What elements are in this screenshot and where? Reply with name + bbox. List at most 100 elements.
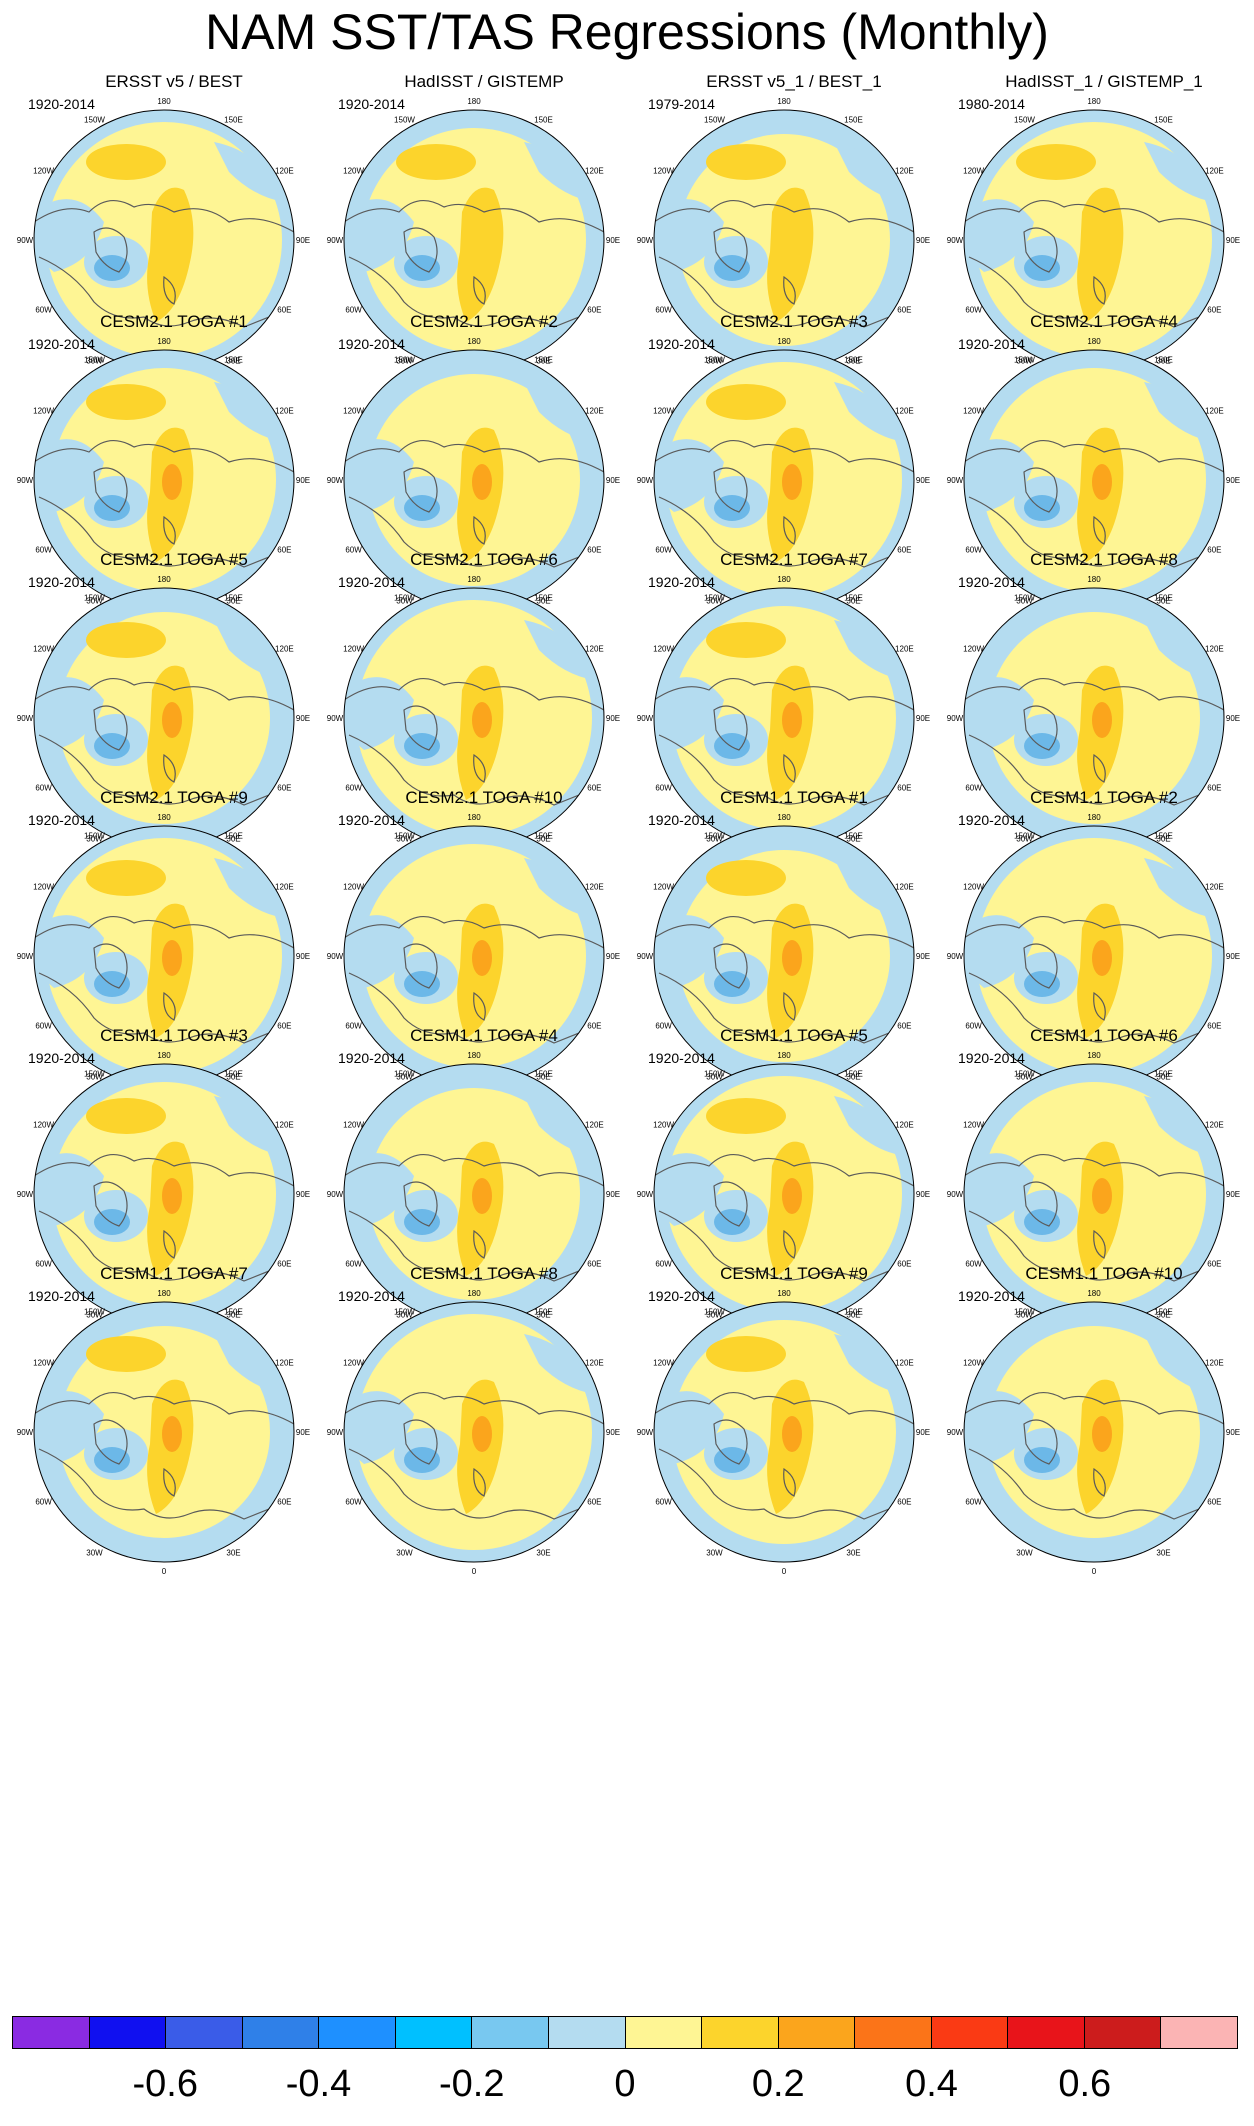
panel-title: CESM1.1 TOGA #1 — [720, 788, 868, 807]
longitude-label: 120W — [343, 407, 364, 416]
longitude-label: 150W — [1014, 832, 1035, 841]
colorbar-swatch — [625, 2017, 703, 2048]
longitude-label: 90W — [947, 714, 964, 723]
longitude-label: 90W — [947, 1428, 964, 1437]
longitude-label: 90W — [637, 476, 654, 485]
coastline — [964, 440, 1224, 473]
longitude-label: 150E — [224, 356, 243, 365]
longitude-label: 150E — [1154, 356, 1173, 365]
longitude-label: 60W — [655, 1498, 672, 1507]
longitude-label: 150E — [844, 832, 863, 841]
longitude-label: 30W — [1016, 1072, 1033, 1081]
longitude-label: 90E — [296, 476, 310, 485]
field-pos-eurasia-core — [782, 702, 802, 738]
panel-title: HadISST_1 / GISTEMP_1 — [1005, 72, 1203, 91]
longitude-label: 30W — [396, 596, 413, 605]
field-pos-eurasia — [147, 187, 194, 322]
field-pos-eurasia-core — [782, 1416, 802, 1452]
longitude-label: 120E — [1205, 407, 1224, 416]
field-neg-lobe — [524, 1334, 594, 1394]
panel-years: 1920-2014 — [338, 812, 405, 828]
longitude-label: 120W — [963, 1121, 984, 1130]
longitude-label: 150E — [1154, 594, 1173, 603]
longitude-label: 60W — [965, 784, 982, 793]
longitude-label: 120E — [1205, 645, 1224, 654]
longitude-label: 120W — [33, 883, 54, 892]
coastline — [403, 227, 438, 273]
longitude-label: 60W — [35, 784, 52, 793]
longitude-label: 60E — [1207, 546, 1221, 555]
longitude-label: 90W — [637, 952, 654, 961]
coastline — [34, 916, 294, 949]
map-field — [654, 588, 914, 848]
longitude-label: 60W — [345, 1260, 362, 1269]
coastline — [658, 256, 914, 328]
longitude-label: 180 — [777, 575, 791, 584]
colorbar-swatch — [778, 2017, 856, 2048]
longitude-label: 150W — [394, 1070, 415, 1079]
longitude-label: 90E — [1226, 714, 1240, 723]
longitude-label: 150W — [84, 116, 105, 125]
panel-title: CESM1.1 TOGA #10 — [1025, 1264, 1183, 1283]
longitude-label: 120W — [653, 1359, 674, 1368]
longitude-label: 120E — [585, 883, 604, 892]
colorbar-swatch — [319, 2017, 396, 2048]
longitude-label: 150E — [1154, 116, 1173, 125]
field-neg-canada-core — [1024, 255, 1060, 281]
field-neg-lobe — [1144, 142, 1214, 202]
field-pos-pacific — [86, 144, 166, 180]
longitude-label: 120W — [33, 1121, 54, 1130]
panel-title: CESM1.1 TOGA #3 — [100, 1026, 248, 1045]
field-neg-lobe — [214, 858, 284, 918]
coastline — [658, 972, 914, 1044]
longitude-label: 180 — [1087, 813, 1101, 822]
longitude-label: 30E — [846, 356, 860, 365]
field-neg-lobe — [214, 620, 284, 680]
longitude-label: 150W — [84, 1308, 105, 1317]
longitude-label: 90W — [17, 1428, 34, 1437]
colorbar-swatch — [89, 2017, 167, 2048]
panel-years: 1920-2014 — [958, 1050, 1025, 1066]
field-pos-eurasia-core — [472, 1416, 492, 1452]
field-pos-eurasia-core — [162, 1178, 182, 1214]
field-pos-eurasia-core — [1092, 464, 1112, 500]
coastline — [38, 734, 294, 806]
longitude-label: 90E — [606, 476, 620, 485]
coastline — [1093, 515, 1106, 545]
panel-title: HadISST / GISTEMP — [404, 72, 564, 91]
map-field — [964, 826, 1224, 1086]
coastline — [968, 1210, 1224, 1282]
longitude-label: 150E — [1154, 1308, 1173, 1317]
longitude-label: 60W — [655, 784, 672, 793]
longitude-label: 150E — [844, 594, 863, 603]
longitude-label: 90W — [17, 476, 34, 485]
longitude-label: 180 — [467, 1289, 481, 1298]
coastline — [968, 256, 1224, 328]
longitude-label: 90W — [17, 1190, 34, 1199]
longitude-label: 60E — [587, 1498, 601, 1507]
field-neg-canada-core — [94, 1209, 130, 1235]
coastline — [1093, 753, 1106, 783]
field-pos-pacific — [86, 384, 166, 420]
coastline — [1093, 1467, 1106, 1497]
panel-years: 1920-2014 — [648, 1288, 715, 1304]
longitude-label: 30W — [706, 596, 723, 605]
longitude-label: 30W — [86, 356, 103, 365]
longitude-label: 120E — [895, 883, 914, 892]
field-pos-eurasia-core — [782, 464, 802, 500]
longitude-label: 150W — [1014, 116, 1035, 125]
longitude-label: 90E — [606, 952, 620, 961]
longitude-label: 180 — [1087, 1051, 1101, 1060]
field-pos-pacific — [706, 144, 786, 180]
map-boundary — [343, 1301, 605, 1563]
longitude-label: 180 — [1087, 97, 1101, 106]
coastline — [964, 916, 1224, 949]
longitude-label: 90E — [916, 1428, 930, 1437]
field-pos-eurasia-core — [162, 702, 182, 738]
field-pos-eurasia-core — [782, 1178, 802, 1214]
longitude-label: 60E — [277, 306, 291, 315]
longitude-label: 30W — [86, 1310, 103, 1319]
